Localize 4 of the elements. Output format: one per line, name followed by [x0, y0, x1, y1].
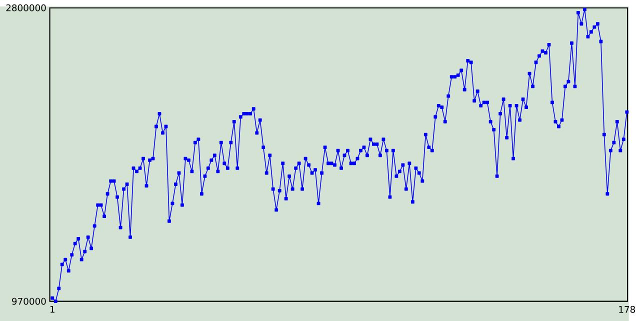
- y-tick-label: 2800000: [6, 4, 46, 12]
- y-tick-label: 970000: [12, 298, 46, 305]
- x-tick-label: 178: [619, 306, 635, 313]
- x-tick-label: 1: [50, 306, 54, 313]
